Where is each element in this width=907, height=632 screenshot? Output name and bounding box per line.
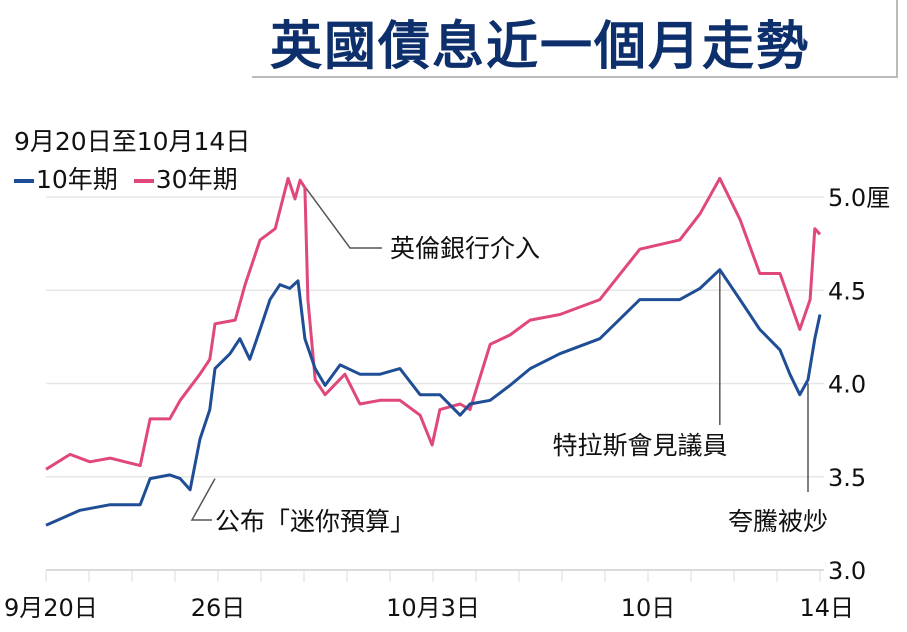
legend: 10年期 30年期 xyxy=(14,160,238,196)
x-tick-label: 10日 xyxy=(621,594,676,622)
legend-label-30y: 30年期 xyxy=(155,165,238,194)
legend-swatch-30y xyxy=(133,179,154,183)
chart-subtitle: 9月20日至10月14日 xyxy=(14,127,251,156)
annotation-minibudget: 公布「迷你預算」 xyxy=(215,507,415,536)
x-tick-label: 10月3日 xyxy=(386,594,480,622)
title-box: 英國債息近一個月走勢 xyxy=(252,0,898,78)
x-tick-label: 26日 xyxy=(191,594,246,622)
chart-title: 英國債息近一個月走勢 xyxy=(270,16,811,77)
y-tick-label: 3.5 xyxy=(828,464,866,492)
legend-swatch-10y xyxy=(14,179,34,183)
annotation-leader-boe xyxy=(299,179,382,249)
y-tick-label: 4.5 xyxy=(828,277,866,305)
legend-label-10y: 10年期 xyxy=(36,165,118,194)
annotation-leader-minibudget xyxy=(190,478,216,521)
series-line-30y xyxy=(45,176,822,471)
x-tick-label: 9月20日 xyxy=(4,594,98,622)
y-tick-label: 5.0厘 xyxy=(828,184,890,212)
x-tick-label: 14日 xyxy=(799,594,854,622)
y-tick-label: 3.0 xyxy=(828,557,866,585)
annotation-kwarteng: 夸騰被炒 xyxy=(728,507,828,536)
annotation-boe: 英倫銀行介入 xyxy=(390,234,540,263)
y-tick-label: 4.0 xyxy=(828,371,866,399)
annotation-truss: 特拉斯會見議員 xyxy=(552,431,727,460)
series-line-10y xyxy=(45,268,822,527)
